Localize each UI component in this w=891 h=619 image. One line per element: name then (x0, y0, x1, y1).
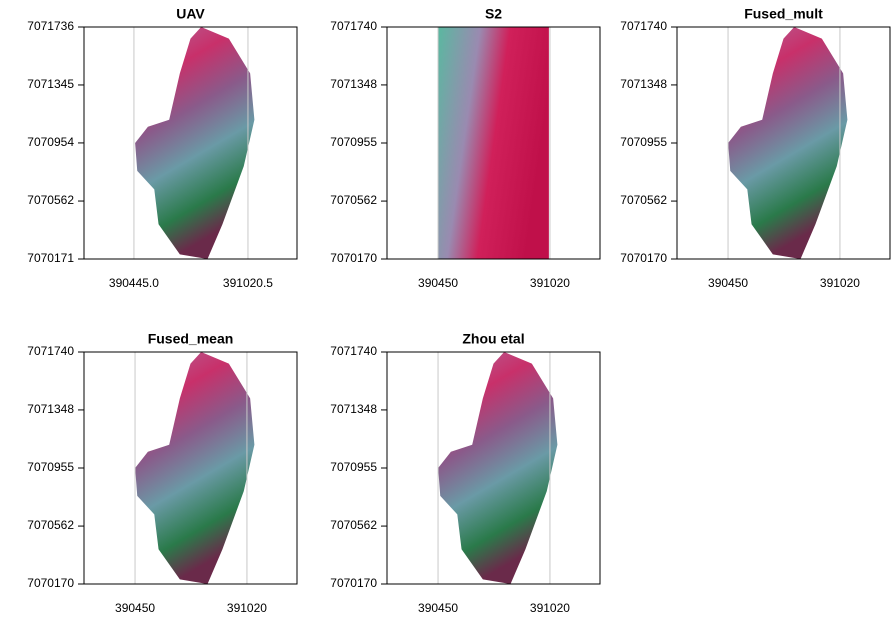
y-tick-label: 7071740 (620, 19, 667, 33)
x-tick-label: 391020 (227, 601, 267, 615)
x-tick-label: 390450 (418, 601, 458, 615)
panel-title: UAV (176, 6, 205, 22)
y-tick-label: 7070170 (330, 251, 377, 265)
panel-title: S2 (485, 6, 502, 22)
raster-image (438, 352, 557, 584)
raster-image (135, 352, 254, 584)
y-tick-label: 7071740 (330, 19, 377, 33)
y-tick-label: 7071348 (27, 402, 74, 416)
y-tick-label: 7070955 (620, 135, 667, 149)
y-tick-label: 7070170 (620, 251, 667, 265)
y-tick-label: 7070170 (330, 576, 377, 590)
panel-title: Zhou etal (462, 331, 524, 347)
y-tick-label: 7070955 (27, 460, 74, 474)
x-tick-label: 390450 (115, 601, 155, 615)
figure: 390445.0 391020.5 7070171 7070562 7070954 707… (0, 0, 891, 619)
x-tick-label: 390450 (418, 276, 458, 290)
y-tick-label: 7071345 (27, 77, 74, 91)
panel-title: Fused_mean (148, 331, 234, 347)
y-tick-label: 7071348 (620, 77, 667, 91)
y-tick-label: 7070954 (27, 135, 74, 149)
y-tick-label: 7071740 (27, 344, 74, 358)
x-tick-label: 391020 (530, 276, 570, 290)
x-tick-label: 390450 (708, 276, 748, 290)
panel-title: Fused_mult (744, 6, 823, 22)
y-tick-label: 7070955 (330, 135, 377, 149)
y-tick-label: 7070562 (330, 193, 377, 207)
y-tick-label: 7071736 (27, 19, 74, 33)
y-tick-label: 7070170 (27, 576, 74, 590)
y-tick-label: 7070171 (27, 251, 74, 265)
y-tick-label: 7070562 (27, 518, 74, 532)
raster-image (728, 27, 847, 259)
y-tick-label: 7070562 (27, 193, 74, 207)
x-tick-label: 391020 (820, 276, 860, 290)
x-tick-label: 391020.5 (223, 276, 273, 290)
raster-image (135, 27, 254, 259)
y-tick-label: 7071348 (330, 402, 377, 416)
y-tick-label: 7070562 (620, 193, 667, 207)
x-tick-label: 390445.0 (109, 276, 159, 290)
y-tick-label: 7071740 (330, 344, 377, 358)
y-tick-label: 7071348 (330, 77, 377, 91)
raster-image (438, 27, 549, 259)
x-tick-label: 391020 (530, 601, 570, 615)
y-tick-label: 7070955 (330, 460, 377, 474)
y-tick-label: 7070562 (330, 518, 377, 532)
